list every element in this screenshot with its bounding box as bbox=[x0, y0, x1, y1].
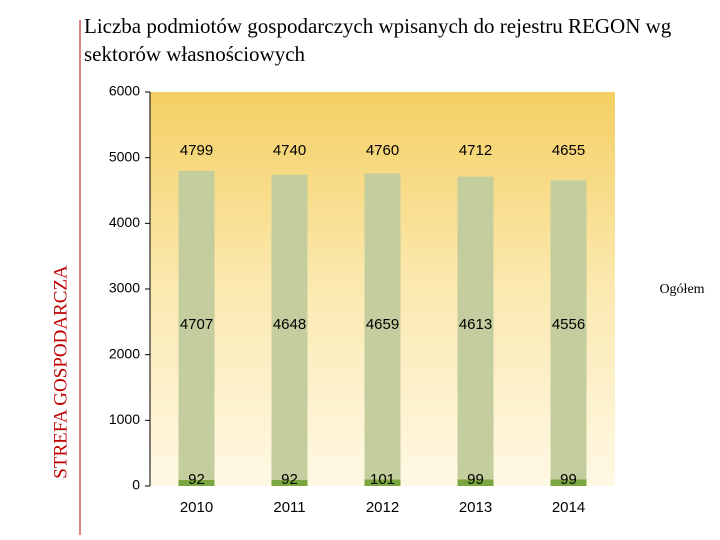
value-label: 4613 bbox=[459, 316, 492, 333]
y-tick-label: 6000 bbox=[109, 83, 140, 99]
value-label: 99 bbox=[560, 471, 577, 488]
value-label: 99 bbox=[467, 471, 484, 488]
bar-segment bbox=[178, 479, 215, 486]
total-label: 4760 bbox=[366, 142, 399, 159]
y-tick-label: 3000 bbox=[109, 280, 140, 296]
value-label: 92 bbox=[188, 471, 205, 488]
x-tick-label: 2012 bbox=[366, 499, 399, 516]
x-tick-label: 2013 bbox=[459, 499, 492, 516]
title: Liczba podmiotów gospodarczych wpisanych… bbox=[84, 14, 672, 66]
bar-segment bbox=[271, 479, 308, 486]
total-label: 4740 bbox=[273, 142, 306, 159]
value-label: 4556 bbox=[552, 316, 585, 333]
y-tick-label: 5000 bbox=[109, 148, 140, 164]
y-tick-label: 1000 bbox=[109, 411, 140, 427]
bar-segment bbox=[457, 479, 494, 486]
value-label: 4707 bbox=[180, 316, 213, 333]
total-label: 4799 bbox=[180, 142, 213, 159]
bar-segment bbox=[364, 173, 401, 480]
side-label: STREFA GOSPODARCZA bbox=[50, 265, 71, 479]
total-label: 4712 bbox=[459, 142, 492, 159]
bar-segment bbox=[364, 479, 401, 486]
x-tick-label: 2010 bbox=[180, 499, 213, 516]
bar-segment bbox=[457, 176, 494, 480]
value-label: 92 bbox=[281, 471, 298, 488]
bar-segment bbox=[178, 170, 215, 480]
value-label: 4648 bbox=[273, 316, 306, 333]
y-tick-label: 0 bbox=[132, 477, 140, 493]
bar-segment bbox=[271, 174, 308, 480]
x-tick-label: 2014 bbox=[552, 499, 585, 516]
x-tick-label: 2011 bbox=[273, 499, 305, 516]
bar-segment bbox=[550, 180, 587, 480]
value-label: 4659 bbox=[366, 316, 399, 333]
value-label: 101 bbox=[370, 471, 395, 488]
legend-label: Ogółem bbox=[659, 282, 704, 297]
y-tick-label: 2000 bbox=[109, 345, 140, 361]
bar-segment bbox=[550, 479, 587, 486]
total-label: 4655 bbox=[552, 142, 585, 159]
y-tick-label: 4000 bbox=[109, 214, 140, 230]
